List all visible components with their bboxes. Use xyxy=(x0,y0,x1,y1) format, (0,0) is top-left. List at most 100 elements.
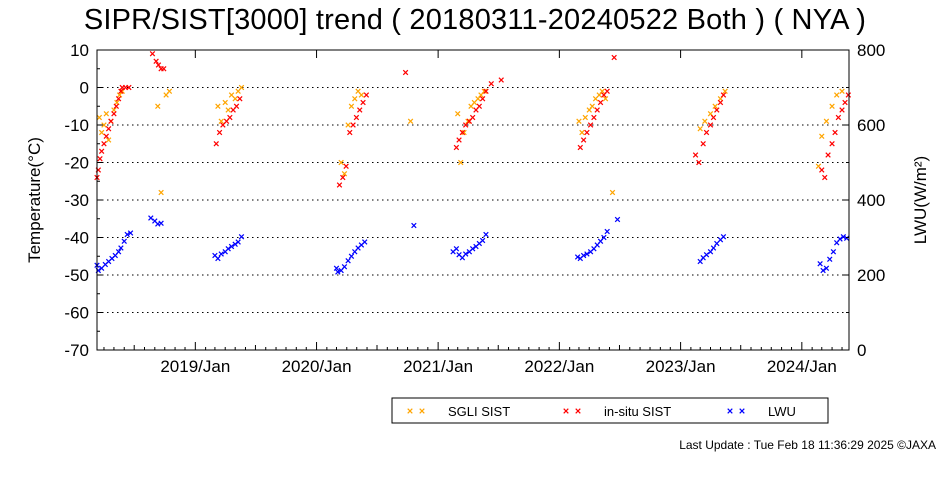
data-point xyxy=(153,58,159,64)
legend-symbol xyxy=(407,408,425,414)
data-point xyxy=(843,235,850,241)
data-point xyxy=(599,88,605,94)
y2-tick-label: 0 xyxy=(857,341,866,360)
data-point xyxy=(363,92,370,98)
data-point xyxy=(118,245,124,251)
x-axis: 2019/Jan 2020/Jan 2021/Jan 2022/Jan 2023/Jan… xyxy=(103,50,843,376)
data-point xyxy=(602,96,609,102)
chart-title: SIPR/SIST[3000] trend ( 20180311-2024052… xyxy=(83,4,867,36)
data-point xyxy=(840,234,847,240)
data-point xyxy=(591,114,597,121)
data-point xyxy=(479,96,486,102)
y2-tick-label: 800 xyxy=(857,41,885,60)
y-axis-right: 800 600 400 200 0 xyxy=(843,41,885,360)
data-point xyxy=(98,129,105,136)
data-point xyxy=(348,103,355,109)
data-point xyxy=(407,118,414,124)
data-point xyxy=(101,141,107,147)
data-point xyxy=(829,141,835,147)
y-axis-left: 10 0 -10 -20 -30 -40 -50 -60 -70 xyxy=(64,41,103,360)
data-point xyxy=(108,118,114,124)
y-tick-label: -20 xyxy=(64,154,89,173)
data-point xyxy=(819,133,825,139)
legend-label: SGLI SIST xyxy=(448,404,510,419)
data-point xyxy=(845,92,852,98)
data-point xyxy=(700,141,706,147)
data-point xyxy=(454,111,461,117)
data-point xyxy=(839,107,845,113)
data-point xyxy=(215,255,221,262)
y-tick-label: -70 xyxy=(64,341,89,360)
data-point xyxy=(703,252,710,258)
x-tick-label: 2021/Jan xyxy=(403,357,473,376)
data-point xyxy=(402,69,409,76)
data-points xyxy=(94,51,852,275)
data-point xyxy=(335,269,341,275)
data-point xyxy=(714,107,720,113)
data-point xyxy=(121,238,127,244)
data-point xyxy=(453,246,460,252)
y2-axis-label: LWU(W/m²) xyxy=(911,156,930,244)
data-point xyxy=(227,114,233,121)
grid-lines xyxy=(97,87,849,313)
y-tick-label: -60 xyxy=(64,304,89,323)
data-point xyxy=(589,103,595,109)
data-point xyxy=(707,122,714,128)
data-point xyxy=(222,99,228,106)
data-point xyxy=(692,152,699,158)
data-point xyxy=(340,174,346,181)
data-point xyxy=(237,96,243,102)
x-tick-label: 2020/Jan xyxy=(282,357,352,376)
data-point xyxy=(126,84,132,91)
data-point xyxy=(341,264,348,270)
data-point xyxy=(216,129,223,136)
data-point xyxy=(343,163,349,169)
data-point xyxy=(124,231,130,238)
data-point xyxy=(830,249,837,255)
data-point xyxy=(483,88,489,94)
legend: SGLI SIST in-situ SIST LWU xyxy=(391,397,829,424)
data-point xyxy=(233,103,240,109)
data-point xyxy=(345,122,351,128)
y-tick-label: -40 xyxy=(64,229,89,248)
data-point xyxy=(597,99,604,106)
legend-label: in-situ SIST xyxy=(604,404,671,419)
data-point xyxy=(584,129,590,136)
data-point xyxy=(611,54,617,61)
last-update-text: Last Update : Tue Feb 18 11:36:29 2025 ©… xyxy=(679,438,936,452)
data-point xyxy=(358,92,365,98)
data-point xyxy=(341,171,348,177)
data-point xyxy=(453,144,460,151)
data-point xyxy=(476,103,483,109)
data-point xyxy=(338,159,344,166)
data-point xyxy=(696,159,702,166)
data-point xyxy=(105,137,112,143)
data-point xyxy=(113,103,119,109)
data-point xyxy=(360,99,366,106)
data-point xyxy=(116,92,123,98)
data-point xyxy=(829,103,835,109)
data-point xyxy=(822,174,828,181)
data-point xyxy=(235,239,241,245)
data-point xyxy=(96,114,103,121)
data-point xyxy=(839,88,845,94)
data-point xyxy=(837,236,843,242)
data-point xyxy=(576,118,582,124)
data-point xyxy=(213,141,219,147)
data-point xyxy=(712,103,718,109)
data-point xyxy=(697,126,703,132)
y-tick-label: -10 xyxy=(64,116,89,135)
data-point xyxy=(348,253,355,259)
data-point xyxy=(465,118,471,124)
data-point xyxy=(469,114,476,121)
data-point xyxy=(604,88,610,94)
data-point xyxy=(232,96,238,102)
data-point xyxy=(218,118,224,124)
data-point xyxy=(587,122,594,128)
legend-box xyxy=(391,397,829,424)
data-point xyxy=(702,118,708,124)
data-point xyxy=(161,66,167,72)
data-point xyxy=(833,92,840,98)
data-point xyxy=(584,251,590,257)
data-point xyxy=(609,189,616,196)
